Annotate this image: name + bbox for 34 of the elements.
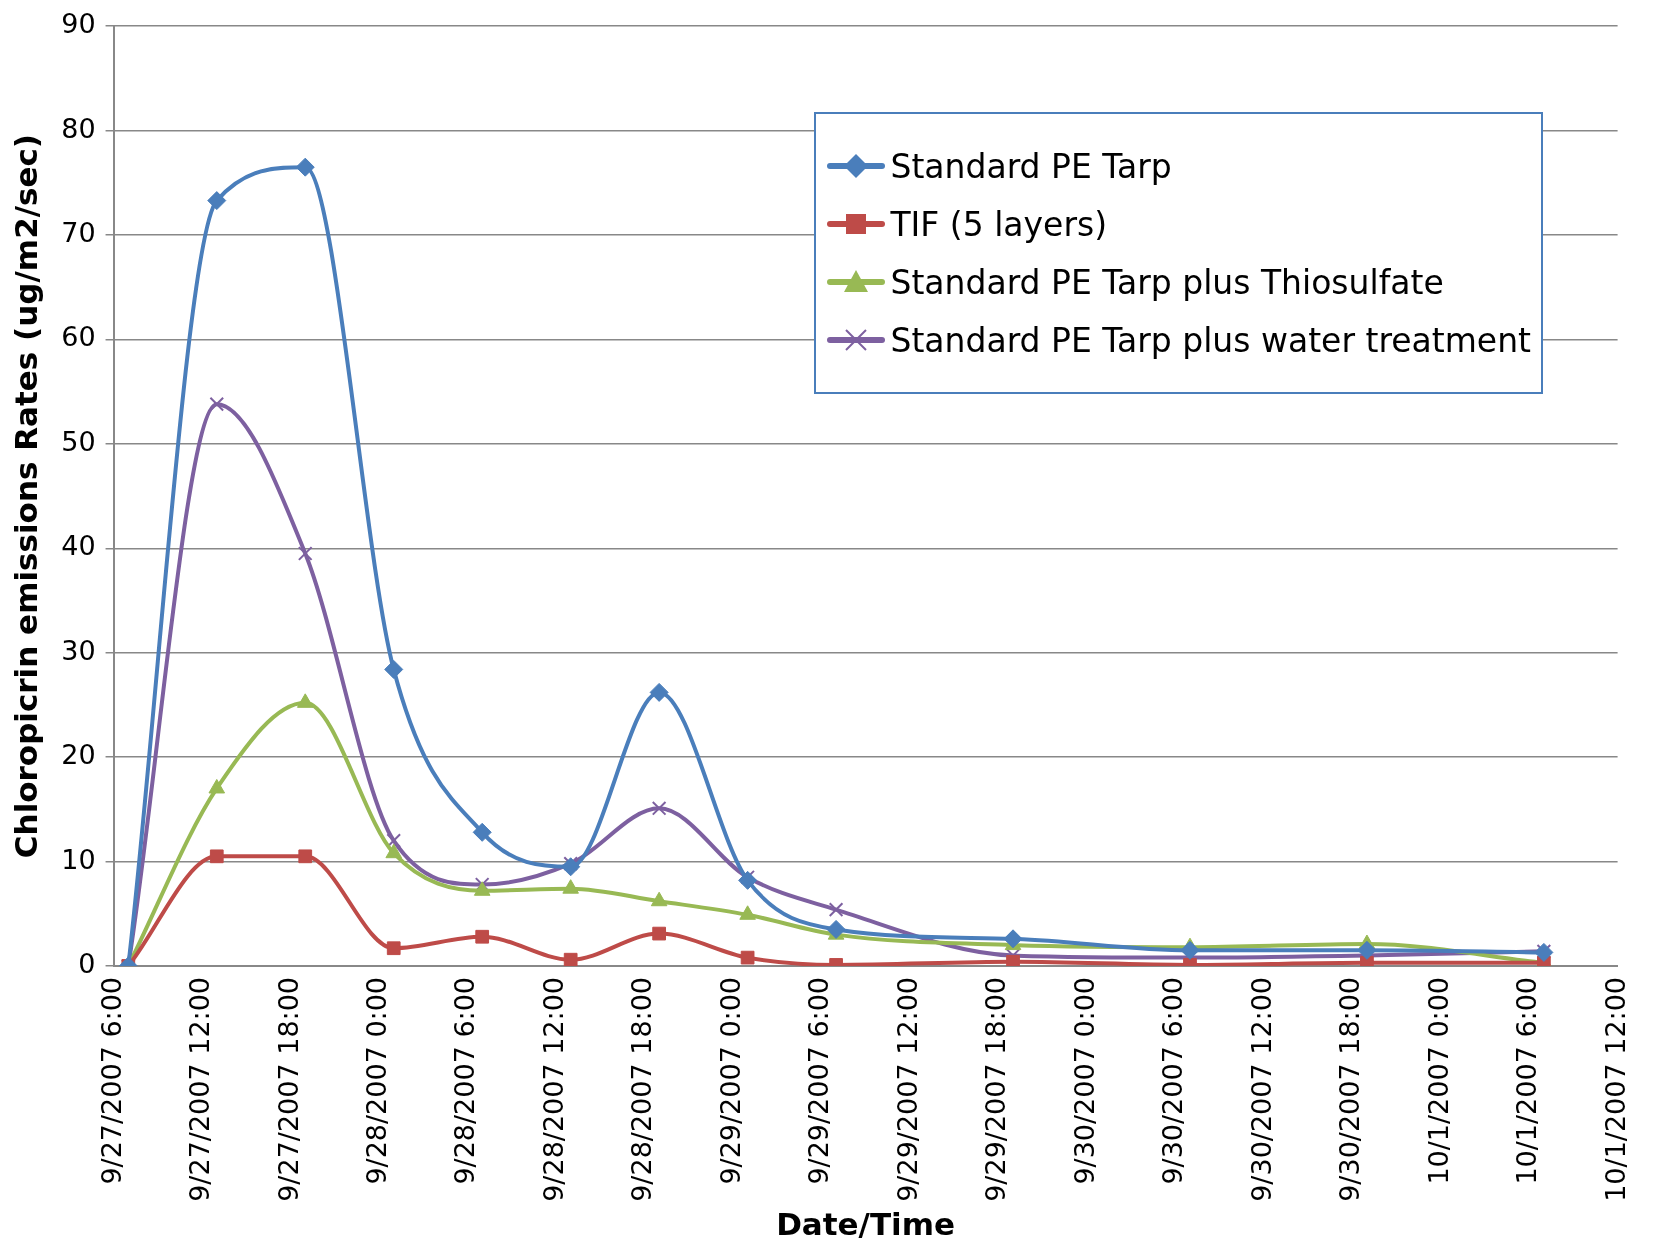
x-tick-label: 9/27/2007 12:00 <box>184 976 216 1202</box>
y-tick-label: 40 <box>61 530 96 562</box>
x-tick-label: 9/30/2007 0:00 <box>1068 976 1100 1185</box>
x-axis-title: Date/Time <box>776 1206 956 1243</box>
x-tick-label: 9/28/2007 6:00 <box>449 976 481 1185</box>
y-tick-label: 30 <box>61 634 96 666</box>
y-tick-label: 80 <box>61 112 96 144</box>
y-tick-label: 70 <box>61 217 96 249</box>
x-tick-label: 9/30/2007 12:00 <box>1245 976 1277 1202</box>
x-tick-label: 9/29/2007 0:00 <box>714 976 746 1185</box>
y-tick-label: 50 <box>61 425 96 457</box>
x-tick-label: 9/29/2007 18:00 <box>980 976 1012 1202</box>
x-tick-label: 10/1/2007 12:00 <box>1599 976 1631 1202</box>
legend-label: Standard PE Tarp <box>890 146 1172 186</box>
y-tick-label: 20 <box>61 739 96 771</box>
x-tick-label: 9/28/2007 0:00 <box>360 976 392 1185</box>
x-tick-label: 9/29/2007 12:00 <box>891 976 923 1202</box>
y-tick-label: 60 <box>61 321 96 353</box>
y-axis-title: Chloropicrin emissions Rates (ug/m2/sec) <box>7 133 44 859</box>
y-tick-label: 10 <box>61 843 96 875</box>
x-tick-label: 9/30/2007 18:00 <box>1334 976 1366 1202</box>
x-tick-label: 9/30/2007 6:00 <box>1157 976 1189 1185</box>
x-tick-label: 9/27/2007 6:00 <box>95 976 127 1185</box>
x-tick-label: 9/28/2007 18:00 <box>626 976 658 1202</box>
x-tick-label: 9/29/2007 6:00 <box>803 976 835 1185</box>
y-tick-label: 0 <box>78 947 96 979</box>
legend-label: TIF (5 layers) <box>890 204 1108 244</box>
x-tick-label: 9/27/2007 18:00 <box>272 976 304 1202</box>
x-tick-label: 9/28/2007 12:00 <box>537 976 569 1202</box>
x-tick-label: 10/1/2007 0:00 <box>1422 976 1454 1185</box>
y-tick-label: 90 <box>61 8 96 40</box>
legend-label: Standard PE Tarp plus Thiosulfate <box>890 262 1444 302</box>
x-tick-label: 10/1/2007 6:00 <box>1511 976 1543 1185</box>
legend-label: Standard PE Tarp plus water treatment <box>890 320 1531 360</box>
